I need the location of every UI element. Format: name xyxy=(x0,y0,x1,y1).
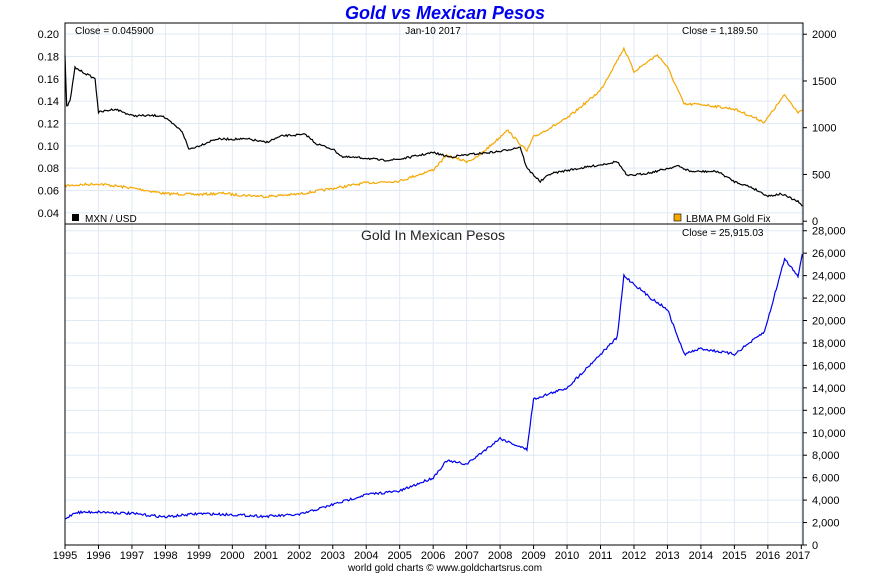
left-y-tick-label: 0.14 xyxy=(38,96,59,108)
x-tick-label: 2017 xyxy=(786,550,810,562)
gold-legend-label: LBMA PM Gold Fix xyxy=(686,214,770,225)
right-y-tick-label: 1500 xyxy=(812,76,836,88)
right-y-tick-label: 1000 xyxy=(812,123,836,135)
x-tick-label: 2016 xyxy=(756,550,780,562)
x-tick-label: 2007 xyxy=(454,550,478,562)
left-y-tick-label: 0.18 xyxy=(38,52,59,64)
x-tick-label: 2004 xyxy=(354,550,378,562)
x-tick-label: 2003 xyxy=(321,550,345,562)
bottom-y-tick-label: 12,000 xyxy=(812,405,846,417)
gold-legend-swatch xyxy=(673,213,682,222)
bottom-y-tick-label: 6,000 xyxy=(812,473,840,485)
x-tick-label: 2010 xyxy=(555,550,579,562)
x-tick-label: 1997 xyxy=(120,550,144,562)
gold-in-pesos-line xyxy=(64,253,803,520)
x-tick-label: 1998 xyxy=(153,550,177,562)
bottom-y-tick-label: 10,000 xyxy=(812,428,846,440)
bottom-panel-title: Gold In Mexican Pesos xyxy=(361,227,505,243)
x-tick-label: 1999 xyxy=(187,550,211,562)
footer-credit: world gold charts © www.goldchartsrus.co… xyxy=(347,563,542,574)
mxn-legend-swatch xyxy=(72,214,79,221)
x-tick-label: 1996 xyxy=(86,550,110,562)
top-grid xyxy=(64,23,803,545)
bottom-y-tick-label: 26,000 xyxy=(812,248,846,260)
bottom-y-tick-label: 8,000 xyxy=(812,450,840,462)
bottom-grid xyxy=(65,230,803,546)
bottom-y-tick-label: 24,000 xyxy=(812,271,846,283)
bottom-y-tick-label: 0 xyxy=(812,540,818,552)
left-y-tick-label: 0.06 xyxy=(38,186,59,198)
bottom-y-tick-label: 2,000 xyxy=(812,518,840,530)
bottom-y-tick-label: 18,000 xyxy=(812,338,846,350)
x-tick-label: 2001 xyxy=(254,550,278,562)
x-tick-label: 2006 xyxy=(421,550,445,562)
plot-frame xyxy=(64,22,804,546)
left-y-tick-label: 0.20 xyxy=(38,29,59,41)
bottom-y-tick-label: 4,000 xyxy=(812,495,840,507)
mxn-legend-label: MXN / USD xyxy=(85,214,137,225)
x-tick-label: 2005 xyxy=(387,550,411,562)
bottom-y-tick-label: 20,000 xyxy=(812,316,846,328)
left-y-tick-label: 0.08 xyxy=(38,163,59,175)
left-y-tick-label: 0.12 xyxy=(38,119,59,131)
x-tick-label: 2002 xyxy=(287,550,311,562)
mxn-close-label: Close = 0.045900 xyxy=(75,26,154,37)
x-tick-label: 2013 xyxy=(655,550,679,562)
pesos-close-label: Close = 25,915.03 xyxy=(682,228,764,239)
right-y-tick-label: 2000 xyxy=(812,29,836,41)
date-label: Jan-10 2017 xyxy=(405,26,461,37)
x-tick-label: 2009 xyxy=(521,550,545,562)
left-y-tick-label: 0.16 xyxy=(38,74,59,86)
x-tick-label: 2008 xyxy=(488,550,512,562)
series-lines xyxy=(64,46,803,520)
x-tick-label: 2012 xyxy=(622,550,646,562)
x-tick-label: 2015 xyxy=(722,550,746,562)
chart-title: Gold vs Mexican Pesos xyxy=(345,3,545,23)
left-y-tick-label: 0.04 xyxy=(38,208,59,220)
gold-close-label: Close = 1,189.50 xyxy=(682,26,758,37)
bottom-y-tick-label: 28,000 xyxy=(812,226,846,238)
x-tick-label: 2014 xyxy=(689,550,713,562)
bottom-y-tick-label: 16,000 xyxy=(812,360,846,372)
axis-ticks: 1995 1996 1997 1998 1999 2000 2001 2002 2003 2004… xyxy=(38,29,846,562)
bottom-y-tick-label: 14,000 xyxy=(812,383,846,395)
right-y-tick-label: 0 xyxy=(812,216,818,228)
mxn-usd-line xyxy=(64,55,803,207)
left-y-tick-label: 0.10 xyxy=(38,141,59,153)
right-y-tick-label: 500 xyxy=(812,169,830,181)
bottom-y-tick-label: 22,000 xyxy=(812,293,846,305)
gold-usd-line xyxy=(64,46,803,199)
x-tick-label: 1995 xyxy=(53,550,77,562)
x-tick-label: 2011 xyxy=(589,550,613,562)
x-tick-label: 2000 xyxy=(220,550,244,562)
